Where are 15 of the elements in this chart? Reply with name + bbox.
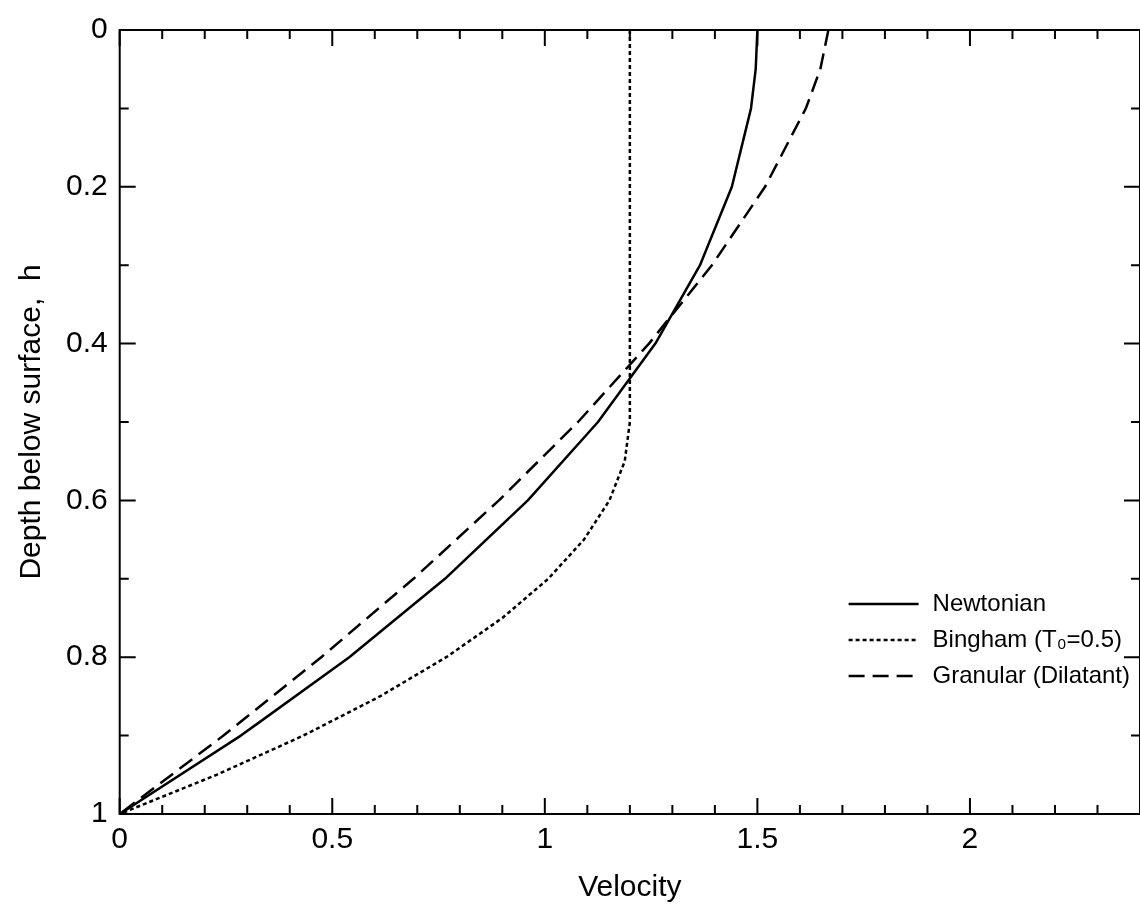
x-tick-label: 1 (536, 821, 554, 855)
legend-label: Bingham (T₀=0.5) (932, 624, 1122, 652)
x-axis-title: Velocity (578, 869, 682, 903)
x-tick-label: 0.5 (311, 821, 354, 855)
y-tick-label: 0.6 (65, 481, 108, 515)
y-tick-label: 1 (91, 795, 108, 829)
legend-label: Granular (Dilatant) (932, 660, 1130, 688)
x-tick-label: 2 (961, 821, 979, 855)
y-tick-label: 0.8 (65, 638, 108, 672)
y-tick-label: 0.4 (65, 324, 108, 358)
x-tick-label: 1.5 (736, 821, 779, 855)
y-tick-label: 0 (91, 11, 108, 45)
y-tick-label: 0.2 (65, 168, 108, 202)
y-axis-title: Depth below surface, h (13, 264, 47, 580)
legend-label: Newtonian (932, 588, 1046, 616)
